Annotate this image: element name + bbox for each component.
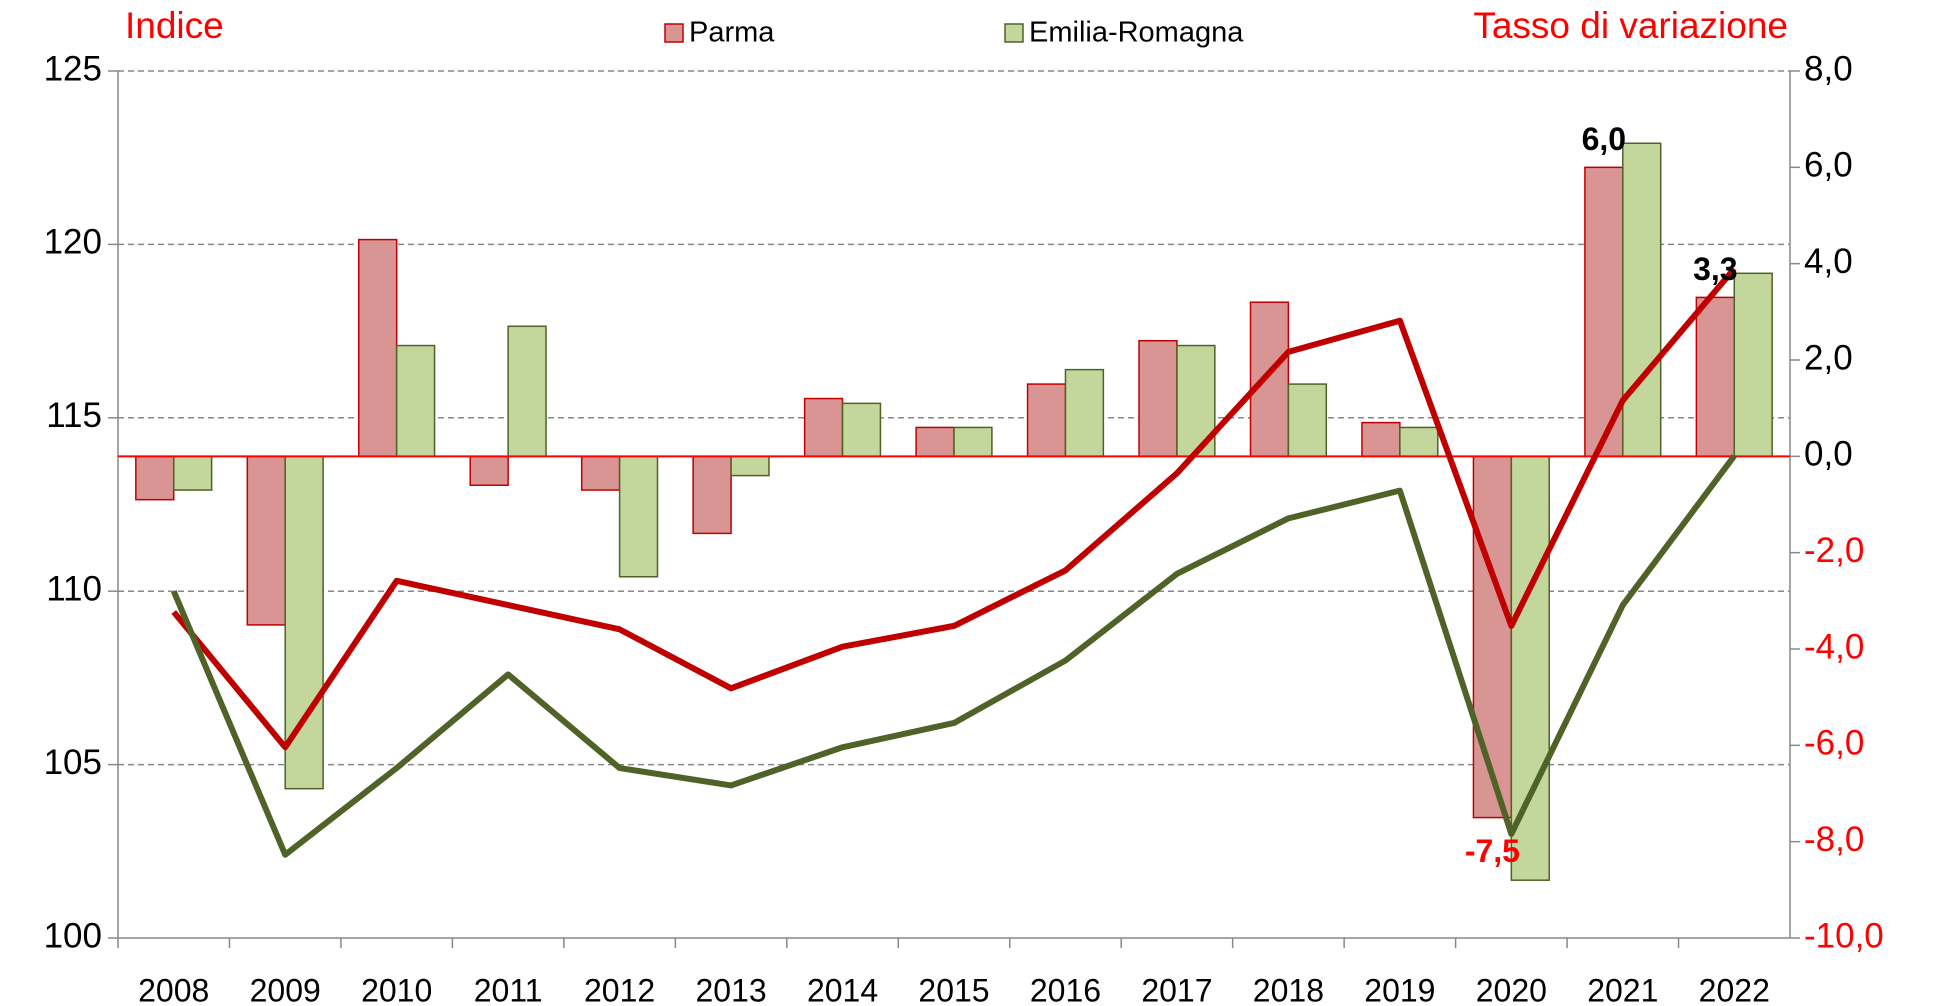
bar	[469, 455, 509, 486]
bar	[507, 325, 547, 458]
x-tick-label: 2009	[250, 972, 321, 1006]
bar	[1622, 142, 1662, 458]
y-tick-label: 115	[46, 396, 102, 435]
bar	[1138, 339, 1178, 458]
y2-tick-label: 0,0	[1804, 435, 1853, 474]
x-tick-label: 2020	[1476, 972, 1547, 1006]
data-label: -7,5	[1465, 833, 1520, 869]
line	[171, 266, 1737, 751]
y2-tick-label: 6,0	[1804, 146, 1853, 185]
bar	[730, 455, 770, 477]
bar	[1472, 455, 1513, 819]
x-tick-label: 2021	[1587, 972, 1658, 1006]
bar	[1249, 301, 1290, 458]
bar	[1064, 368, 1105, 458]
y-axis-label: Indice	[125, 5, 224, 46]
bar	[172, 455, 213, 491]
legend-label: Emilia-Romagna	[1029, 17, 1244, 49]
bar	[580, 455, 621, 491]
y2-tick-label: 8,0	[1804, 49, 1853, 88]
x-tick-label: 2008	[138, 972, 209, 1006]
x-tick-label: 2014	[807, 972, 878, 1006]
data-label: 6,0	[1582, 121, 1626, 157]
bar	[395, 344, 436, 458]
y-tick-label: 125	[44, 49, 102, 88]
bar	[135, 455, 175, 501]
y2-tick-label: -8,0	[1804, 820, 1864, 859]
bar	[953, 426, 993, 458]
bar	[1510, 455, 1550, 881]
x-tick-label: 2022	[1699, 972, 1770, 1006]
legend-swatch	[1004, 23, 1024, 43]
y2-tick-label: -4,0	[1804, 627, 1864, 666]
line	[170, 454, 1737, 858]
bar	[358, 238, 398, 458]
bar	[915, 426, 955, 458]
y-tick-label: 105	[44, 743, 102, 782]
bar	[841, 402, 882, 458]
bar	[246, 455, 286, 626]
x-tick-label: 2010	[361, 972, 432, 1006]
x-tick-label: 2011	[474, 972, 543, 1006]
x-tick-label: 2013	[695, 972, 766, 1006]
x-tick-label: 2015	[918, 972, 989, 1006]
bar	[1733, 272, 1773, 458]
bar	[803, 397, 844, 458]
bar	[1399, 426, 1439, 458]
y-tick-label: 110	[46, 569, 102, 608]
y2-axis-label: Tasso di variazione	[1473, 5, 1788, 46]
bar	[1287, 383, 1328, 458]
legend-swatch	[664, 23, 684, 43]
bar	[1361, 421, 1401, 458]
x-tick-label: 2018	[1253, 972, 1324, 1006]
y2-tick-label: -2,0	[1804, 531, 1864, 570]
x-tick-label: 2012	[584, 972, 655, 1006]
y2-tick-label: 2,0	[1804, 338, 1853, 377]
x-tick-label: 2019	[1364, 972, 1435, 1006]
bar	[618, 455, 659, 578]
y2-tick-label: -10,0	[1804, 916, 1884, 955]
bar	[692, 455, 732, 535]
y-tick-label: 120	[44, 223, 102, 262]
legend-label: Parma	[689, 17, 775, 49]
x-tick-label: 2016	[1030, 972, 1101, 1006]
y-tick-label: 100	[44, 916, 102, 955]
y2-tick-label: -6,0	[1804, 724, 1864, 763]
data-label: 3,3	[1693, 251, 1737, 287]
bar	[1695, 296, 1736, 458]
bar	[1026, 383, 1067, 458]
y2-tick-label: 4,0	[1804, 242, 1853, 281]
x-tick-label: 2017	[1141, 972, 1212, 1006]
